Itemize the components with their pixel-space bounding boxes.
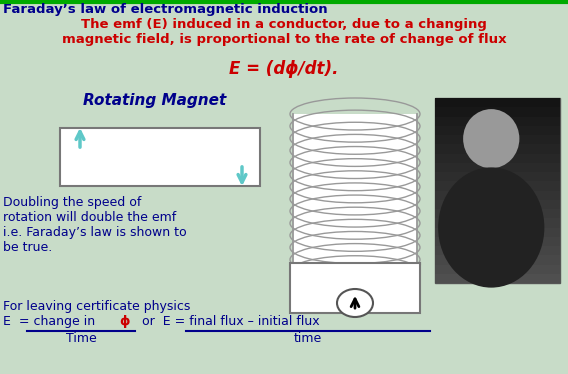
Bar [435,274,560,283]
Bar [435,264,560,274]
Text: E = (dϕ/dt).: E = (dϕ/dt). [229,60,339,78]
Bar [435,218,560,227]
Bar [435,135,560,144]
Text: time: time [294,332,322,345]
Bar [435,163,560,172]
Ellipse shape [463,109,519,168]
Bar [435,209,560,218]
Bar [435,144,560,153]
Text: Doubling the speed of
rotation will double the emf
i.e. Faraday’s law is shown t: Doubling the speed of rotation will doub… [3,196,187,254]
Text: The emf (E) induced in a conductor, due to a changing: The emf (E) induced in a conductor, due … [81,18,487,31]
Bar [435,200,560,209]
Text: E  = change in: E = change in [3,315,99,328]
Bar [435,153,560,163]
Text: or  E = final flux – initial flux: or E = final flux – initial flux [130,315,320,328]
Bar [435,98,560,283]
Bar [435,246,560,255]
Ellipse shape [337,289,373,317]
Bar [435,116,560,126]
Text: magnetic field, is proportional to the rate of change of flux: magnetic field, is proportional to the r… [62,33,506,46]
Text: Rotating Magnet: Rotating Magnet [83,93,227,108]
Text: For leaving certificate physics: For leaving certificate physics [3,300,190,313]
Bar [435,237,560,246]
Text: ϕ: ϕ [119,315,130,328]
Bar [435,98,560,107]
Ellipse shape [438,168,544,288]
Bar [60,128,260,186]
Bar [435,181,560,190]
Bar [290,263,420,313]
Bar [435,126,560,135]
Text: Time: Time [66,332,97,345]
Text: Faraday’s law of electromagnetic induction: Faraday’s law of electromagnetic inducti… [3,3,328,16]
Bar [435,190,560,200]
Bar [435,107,560,116]
Bar [435,255,560,264]
Bar [435,172,560,181]
Bar [293,114,417,264]
Bar [435,227,560,237]
